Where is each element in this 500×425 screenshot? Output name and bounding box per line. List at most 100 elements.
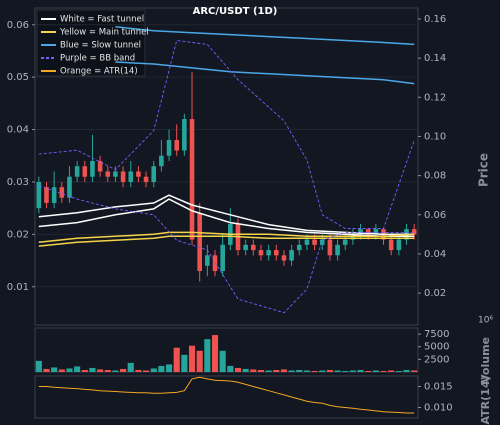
y2-tick-label: 0.14 <box>424 53 446 64</box>
y2-tick-label: 0.10 <box>424 131 446 142</box>
volume-bar <box>173 347 180 372</box>
candle-body <box>304 239 310 245</box>
candle-body <box>51 187 57 203</box>
volume-bar <box>380 370 387 372</box>
volume-bar <box>51 367 58 372</box>
candle-body <box>113 171 118 177</box>
overlay-line <box>38 198 415 238</box>
volume-bar <box>158 365 165 372</box>
volume-bar <box>319 370 326 372</box>
candle-body <box>266 250 271 256</box>
y2-tick-label: 0.12 <box>424 92 446 103</box>
volume-bar <box>234 367 242 372</box>
volume-bar <box>395 370 402 372</box>
y2-tick-label: 0.04 <box>424 249 446 260</box>
candle-body <box>396 239 402 251</box>
legend-label: White = Fast tunnel <box>60 15 144 25</box>
volume-bar <box>257 369 265 372</box>
volume-bar <box>280 369 288 372</box>
volume-bar <box>181 354 188 372</box>
candle-body <box>373 229 379 235</box>
candle-body <box>258 250 264 256</box>
volume-bar <box>250 369 257 372</box>
candle-body <box>36 181 42 209</box>
y-tick-label: 0.03 <box>7 177 29 188</box>
y-tick-label: 0.02 <box>7 229 29 240</box>
legend-label: Blue = Slow tunnel <box>60 41 141 51</box>
candle-body <box>166 140 172 156</box>
candle-body <box>335 244 340 256</box>
candle-body <box>358 229 363 235</box>
candle-body <box>365 229 371 235</box>
overlay-line <box>38 184 415 314</box>
legend-label: Purple = BB band <box>60 54 135 64</box>
y2-tick-label: 0.010 <box>424 403 453 414</box>
candle-body <box>120 171 126 182</box>
candle-body <box>82 166 88 177</box>
volume-bar <box>219 350 226 372</box>
atr-line <box>38 376 415 414</box>
volume-bar <box>326 369 333 372</box>
volume-bar <box>388 370 395 372</box>
y2-axis-label: Price <box>477 153 491 187</box>
volume-bar <box>372 370 379 372</box>
candle-body <box>136 171 141 177</box>
volume-bar <box>334 370 341 372</box>
volume-bar <box>188 345 196 372</box>
volume-bar <box>97 369 104 372</box>
y2-tick-label: 5000 <box>424 342 449 353</box>
volume-bar <box>81 369 88 372</box>
volume-bar <box>104 369 111 372</box>
y2-tick-label: 0.08 <box>424 171 446 182</box>
volume-bar <box>89 367 96 372</box>
overlay-line <box>38 231 415 243</box>
volume-axis-label: Volume <box>479 337 492 383</box>
candle-body <box>289 250 294 261</box>
candle-body <box>296 244 302 251</box>
volume-bar <box>211 335 219 372</box>
volume-bar <box>196 350 203 372</box>
overlay-line <box>115 61 415 85</box>
volume-offset-label: 10⁶ <box>478 316 493 326</box>
candle-body <box>128 171 134 182</box>
y-tick-label: 0.06 <box>7 20 29 31</box>
candle-body <box>327 239 333 256</box>
y2-tick-label: 0.02 <box>424 288 446 299</box>
candle-body <box>174 140 180 151</box>
volume-bar <box>227 365 234 372</box>
legend-label: Orange = ATR(14) <box>60 67 138 77</box>
candle-body <box>388 239 394 251</box>
candle-body <box>97 160 103 172</box>
y-tick-label: 0.01 <box>7 282 29 293</box>
legend-label: Yellow = Main tunnel <box>59 28 149 38</box>
candle-body <box>212 255 218 272</box>
y-tick-label: 0.04 <box>7 125 29 136</box>
volume-bar <box>165 364 173 372</box>
candle-body <box>74 166 80 177</box>
volume-bar <box>357 369 364 372</box>
y2-tick-label: 0.015 <box>424 382 453 393</box>
volume-bar <box>403 369 410 372</box>
volume-bar <box>342 370 349 372</box>
volume-bar <box>143 370 150 372</box>
candle-body <box>251 244 256 251</box>
candle-body <box>44 187 49 203</box>
volume-bar <box>150 368 157 372</box>
candle-body <box>273 250 279 256</box>
volume-bar <box>74 366 81 372</box>
candle-body <box>411 229 417 235</box>
candle-body <box>189 119 195 240</box>
candle-body <box>67 176 72 198</box>
candle-body <box>90 160 95 177</box>
y2-tick-label: 0.06 <box>424 210 446 221</box>
overlay-line <box>38 235 415 247</box>
candle-body <box>182 119 187 151</box>
volume-bar <box>365 370 372 372</box>
legend-box <box>36 9 146 77</box>
candle-body <box>143 176 149 182</box>
y2-tick-label: 0.16 <box>424 14 446 25</box>
y-tick-label: 0.05 <box>7 72 29 83</box>
volume-panel <box>34 327 419 373</box>
